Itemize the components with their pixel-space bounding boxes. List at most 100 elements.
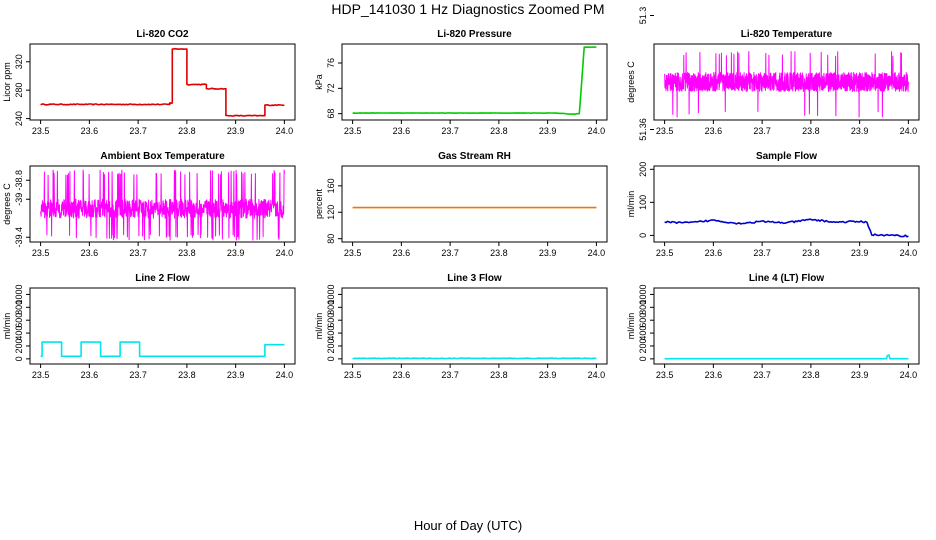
y-tick-label: 51.36 [638, 118, 648, 141]
x-tick-label: 23.6 [393, 126, 411, 136]
y-tick-label: 1000 [326, 284, 336, 304]
x-tick-label: 23.5 [656, 126, 674, 136]
x-tick-label: 23.9 [851, 126, 869, 136]
y-tick-label: -39.4 [14, 227, 24, 248]
x-tick-label: 23.8 [178, 370, 196, 380]
y-axis-label: percent [314, 188, 324, 219]
x-tick-label: 23.8 [490, 370, 508, 380]
x-tick-label: 23.5 [344, 248, 362, 258]
y-tick-label: 800 [638, 300, 648, 315]
x-tick-label: 24.0 [900, 126, 918, 136]
x-tick-label: 23.9 [227, 126, 245, 136]
x-tick-label: 23.8 [802, 248, 820, 258]
y-tick-label: 0 [638, 233, 648, 238]
plot-frame [341, 165, 608, 243]
x-tick-label: 24.0 [276, 370, 294, 380]
x-tick-label: 23.6 [705, 370, 723, 380]
x-tick-label: 24.0 [276, 248, 294, 258]
panel-title: Line 4 (LT) Flow [749, 273, 825, 284]
x-tick-label: 23.9 [851, 248, 869, 258]
y-axis-label: ml/min [626, 313, 636, 340]
series-line [40, 47, 285, 117]
y-tick-label: 120 [326, 205, 336, 220]
x-tick-label: 23.7 [441, 126, 459, 136]
x-tick-label: 23.9 [539, 370, 557, 380]
plot-frame [653, 287, 920, 365]
y-tick-label: 800 [326, 300, 336, 315]
x-tick-label: 23.7 [129, 126, 147, 136]
panel-7: Line 2 Flow ml/min 23.5 23.6 23.7 23.8 23.9 24.… [2, 273, 296, 380]
y-tick-label: 400 [326, 326, 336, 341]
x-tick-label: 23.5 [656, 370, 674, 380]
y-tick-label: 0 [326, 356, 336, 361]
x-tick-label: 23.9 [539, 126, 557, 136]
plot-frame [341, 43, 608, 121]
x-tick-label: 23.5 [344, 126, 362, 136]
y-tick-label: -38.8 [14, 170, 24, 191]
panel-6: Sample Flow ml/min 23.5 23.6 23.7 23.8 23.9 24.… [626, 151, 920, 258]
panel-title: Gas Stream RH [438, 151, 511, 162]
x-tick-label: 23.7 [753, 126, 771, 136]
x-tick-label: 24.0 [900, 370, 918, 380]
x-tick-label: 23.8 [490, 248, 508, 258]
y-tick-label: 400 [14, 326, 24, 341]
x-tick-label: 23.9 [851, 370, 869, 380]
x-tick-label: 23.6 [81, 248, 99, 258]
y-axis-label: degrees C [2, 183, 12, 225]
y-tick-label: 51.3 [638, 7, 648, 25]
y-tick-label: 600 [14, 313, 24, 328]
y-tick-label: 600 [638, 313, 648, 328]
plot-frame [653, 43, 920, 121]
x-tick-label: 23.7 [129, 370, 147, 380]
x-tick-label: 23.7 [441, 370, 459, 380]
x-tick-label: 23.8 [178, 126, 196, 136]
y-tick-label: 0 [14, 356, 24, 361]
x-tick-label: 24.0 [588, 370, 606, 380]
y-tick-label: 1000 [638, 284, 648, 304]
x-tick-label: 23.7 [753, 248, 771, 258]
y-axis-label: Licor ppm [2, 62, 12, 102]
x-tick-label: 24.0 [588, 126, 606, 136]
panel-4: Ambient Box Temperature degrees C 23.5 23.6… [2, 151, 296, 258]
series-line [664, 354, 909, 360]
x-tick-label: 23.5 [32, 370, 50, 380]
x-tick-label: 23.6 [393, 370, 411, 380]
y-tick-label: 200 [326, 338, 336, 353]
panel-title: Line 3 Flow [447, 273, 502, 284]
y-tick-label: 68 [326, 109, 336, 119]
x-tick-label: 23.7 [753, 370, 771, 380]
panel-title: Li-820 Pressure [437, 29, 512, 40]
x-tick-label: 23.9 [539, 248, 557, 258]
panel-title: Line 2 Flow [135, 273, 190, 284]
x-tick-label: 23.9 [227, 370, 245, 380]
x-tick-label: 23.9 [227, 248, 245, 258]
y-tick-label: 200 [638, 338, 648, 353]
page-title: HDP_141030 1 Hz Diagnostics Zoomed PM [331, 1, 605, 17]
x-tick-label: 23.5 [32, 126, 50, 136]
y-tick-label: 240 [14, 111, 24, 126]
plot-frame [341, 287, 608, 365]
y-tick-label: 76 [326, 58, 336, 68]
series-line [352, 357, 597, 360]
y-tick-label: 280 [14, 83, 24, 98]
y-tick-label: 600 [326, 313, 336, 328]
x-tick-label: 23.5 [32, 248, 50, 258]
y-tick-label: 320 [14, 54, 24, 69]
y-tick-label: 100 [638, 195, 648, 210]
x-tick-label: 23.8 [802, 370, 820, 380]
plot-frame [29, 287, 296, 365]
y-tick-label: 72 [326, 83, 336, 93]
panel-title: Sample Flow [756, 151, 817, 162]
x-tick-label: 23.8 [178, 248, 196, 258]
y-axis-label: ml/min [626, 191, 636, 218]
panel-8: Line 3 Flow ml/min 23.5 23.6 23.7 23.8 23.9 24.… [314, 273, 608, 380]
plot-frame [29, 43, 296, 121]
y-tick-label: 0 [638, 356, 648, 361]
x-axis-label: Hour of Day (UTC) [413, 518, 523, 533]
panel-3: Li-820 Temperature degrees C 23.5 23.6 23.7 2… [626, 7, 920, 141]
series-line [664, 218, 909, 238]
x-tick-label: 23.8 [490, 126, 508, 136]
y-tick-label: 200 [638, 162, 648, 177]
series-line [40, 341, 285, 358]
x-tick-label: 23.6 [393, 248, 411, 258]
